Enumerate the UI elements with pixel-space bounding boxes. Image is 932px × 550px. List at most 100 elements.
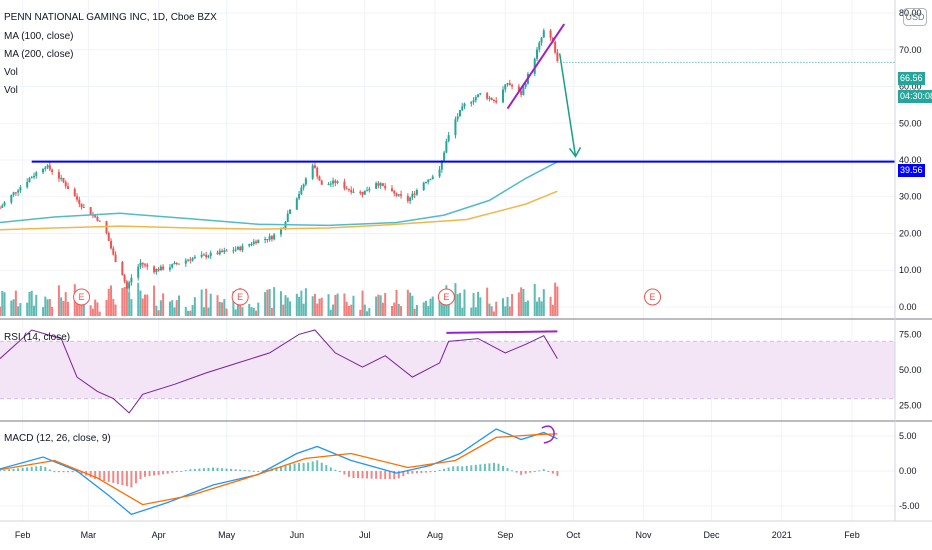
macd-histogram-bar bbox=[130, 471, 133, 488]
volume-bar bbox=[526, 300, 529, 316]
macd-histogram-bar bbox=[162, 471, 165, 475]
candle-body bbox=[443, 152, 446, 161]
candle-body bbox=[51, 169, 54, 173]
legend-ma200[interactable]: MA (200, close) bbox=[4, 49, 74, 60]
candle-body bbox=[225, 250, 228, 252]
candle-body bbox=[336, 181, 339, 183]
currency-button[interactable]: USD bbox=[903, 8, 927, 26]
time-tick-label: May bbox=[218, 530, 236, 540]
macd-histogram-bar bbox=[420, 471, 423, 473]
macd-histogram-bar bbox=[153, 471, 156, 476]
volume-bar bbox=[270, 308, 273, 316]
macd-histogram-bar bbox=[443, 468, 446, 471]
rsi-divergence-line[interactable] bbox=[446, 330, 558, 334]
price-tick-label: 70.00 bbox=[899, 45, 922, 55]
candle-body bbox=[255, 241, 258, 244]
candle-body bbox=[0, 207, 1, 209]
macd-histogram-bar bbox=[393, 471, 396, 480]
macd-histogram-bar bbox=[529, 471, 532, 473]
candle-body bbox=[472, 100, 475, 102]
macd-histogram-bar bbox=[506, 468, 509, 471]
volume-bar bbox=[44, 296, 47, 316]
volume-bar bbox=[153, 285, 156, 316]
rsi-band bbox=[0, 341, 895, 399]
volume-bar bbox=[60, 297, 63, 316]
macd-histogram-bar bbox=[80, 471, 83, 474]
trend-line[interactable] bbox=[506, 23, 566, 110]
time-tick-label: Feb bbox=[15, 530, 31, 540]
candle-body bbox=[409, 197, 412, 202]
volume-bar bbox=[345, 301, 348, 316]
candle-body bbox=[28, 178, 31, 182]
price-tick-label: 80.00 bbox=[899, 8, 922, 18]
macd-histogram-bar bbox=[284, 465, 287, 471]
candle-body bbox=[384, 185, 387, 189]
macd-histogram-bar bbox=[103, 471, 106, 482]
volume-bar bbox=[424, 300, 427, 316]
volume-bar bbox=[157, 310, 160, 316]
volume-bar bbox=[542, 289, 545, 316]
volume-bar bbox=[51, 306, 54, 316]
volume-bar bbox=[522, 288, 525, 316]
candle-body bbox=[411, 193, 414, 198]
volume-bar bbox=[409, 292, 412, 316]
volume-bar bbox=[225, 308, 228, 316]
candle-body bbox=[361, 191, 364, 195]
candle-body bbox=[445, 141, 448, 153]
candle-body bbox=[522, 86, 525, 95]
macd-label[interactable]: MACD (12, 26, close, 9) bbox=[4, 433, 111, 444]
volume-bar bbox=[381, 302, 384, 316]
volume-bar bbox=[352, 295, 355, 316]
volume-bar bbox=[350, 304, 353, 316]
candle-body bbox=[492, 100, 495, 102]
volume-bar bbox=[255, 310, 258, 316]
macd-histogram-bar bbox=[338, 471, 341, 473]
candle-body bbox=[66, 186, 69, 189]
indicator-lines bbox=[0, 161, 559, 516]
macd-histogram-bar bbox=[424, 471, 427, 473]
macd-histogram-bar bbox=[248, 470, 251, 472]
volume-bar bbox=[30, 290, 33, 316]
macd-histogram-bar bbox=[71, 471, 74, 473]
candle-body bbox=[17, 190, 20, 193]
candle-body bbox=[447, 135, 450, 142]
volume-bar bbox=[130, 299, 133, 316]
macd-histogram-bar bbox=[202, 468, 205, 471]
earnings-marker bbox=[437, 288, 455, 306]
macd-histogram-bar bbox=[275, 467, 278, 471]
volume-bar bbox=[320, 297, 323, 316]
volume-bar bbox=[347, 305, 350, 316]
volume-bar bbox=[458, 292, 461, 316]
legend-ma100[interactable]: MA (100, close) bbox=[4, 31, 74, 42]
rsi-tick-label: 75.00 bbox=[899, 329, 922, 339]
candle-body bbox=[157, 269, 160, 271]
volume-bar bbox=[479, 297, 482, 316]
legend-vol-1[interactable]: Vol bbox=[4, 67, 18, 78]
macd-histogram-bar bbox=[347, 471, 350, 477]
volume-bar bbox=[524, 301, 527, 316]
macd-histogram-bar bbox=[325, 465, 328, 471]
candle-body bbox=[327, 184, 330, 186]
macd-histogram-bar bbox=[121, 471, 124, 486]
macd-tick-label: 5.00 bbox=[899, 431, 917, 441]
legend-vol-2[interactable]: Vol bbox=[4, 85, 18, 96]
volume-bar bbox=[221, 302, 224, 316]
volume-bar bbox=[48, 298, 51, 316]
candle-body bbox=[427, 179, 430, 183]
volume-bar bbox=[343, 293, 346, 316]
volume-bar bbox=[184, 306, 187, 316]
volume-bar bbox=[96, 302, 99, 316]
volume-bar bbox=[202, 307, 205, 316]
candle-body bbox=[76, 196, 79, 200]
volume-bar bbox=[384, 293, 387, 316]
volume-bar bbox=[248, 303, 251, 316]
volume-bar bbox=[504, 306, 507, 316]
rsi-tick-label: 25.00 bbox=[899, 401, 922, 411]
candle-body bbox=[64, 181, 67, 187]
candle-body bbox=[393, 191, 396, 194]
time-tick-label: Nov bbox=[635, 530, 652, 540]
macd-histogram-bar bbox=[98, 471, 101, 481]
rsi-label[interactable]: RSI (14, close) bbox=[4, 332, 71, 343]
